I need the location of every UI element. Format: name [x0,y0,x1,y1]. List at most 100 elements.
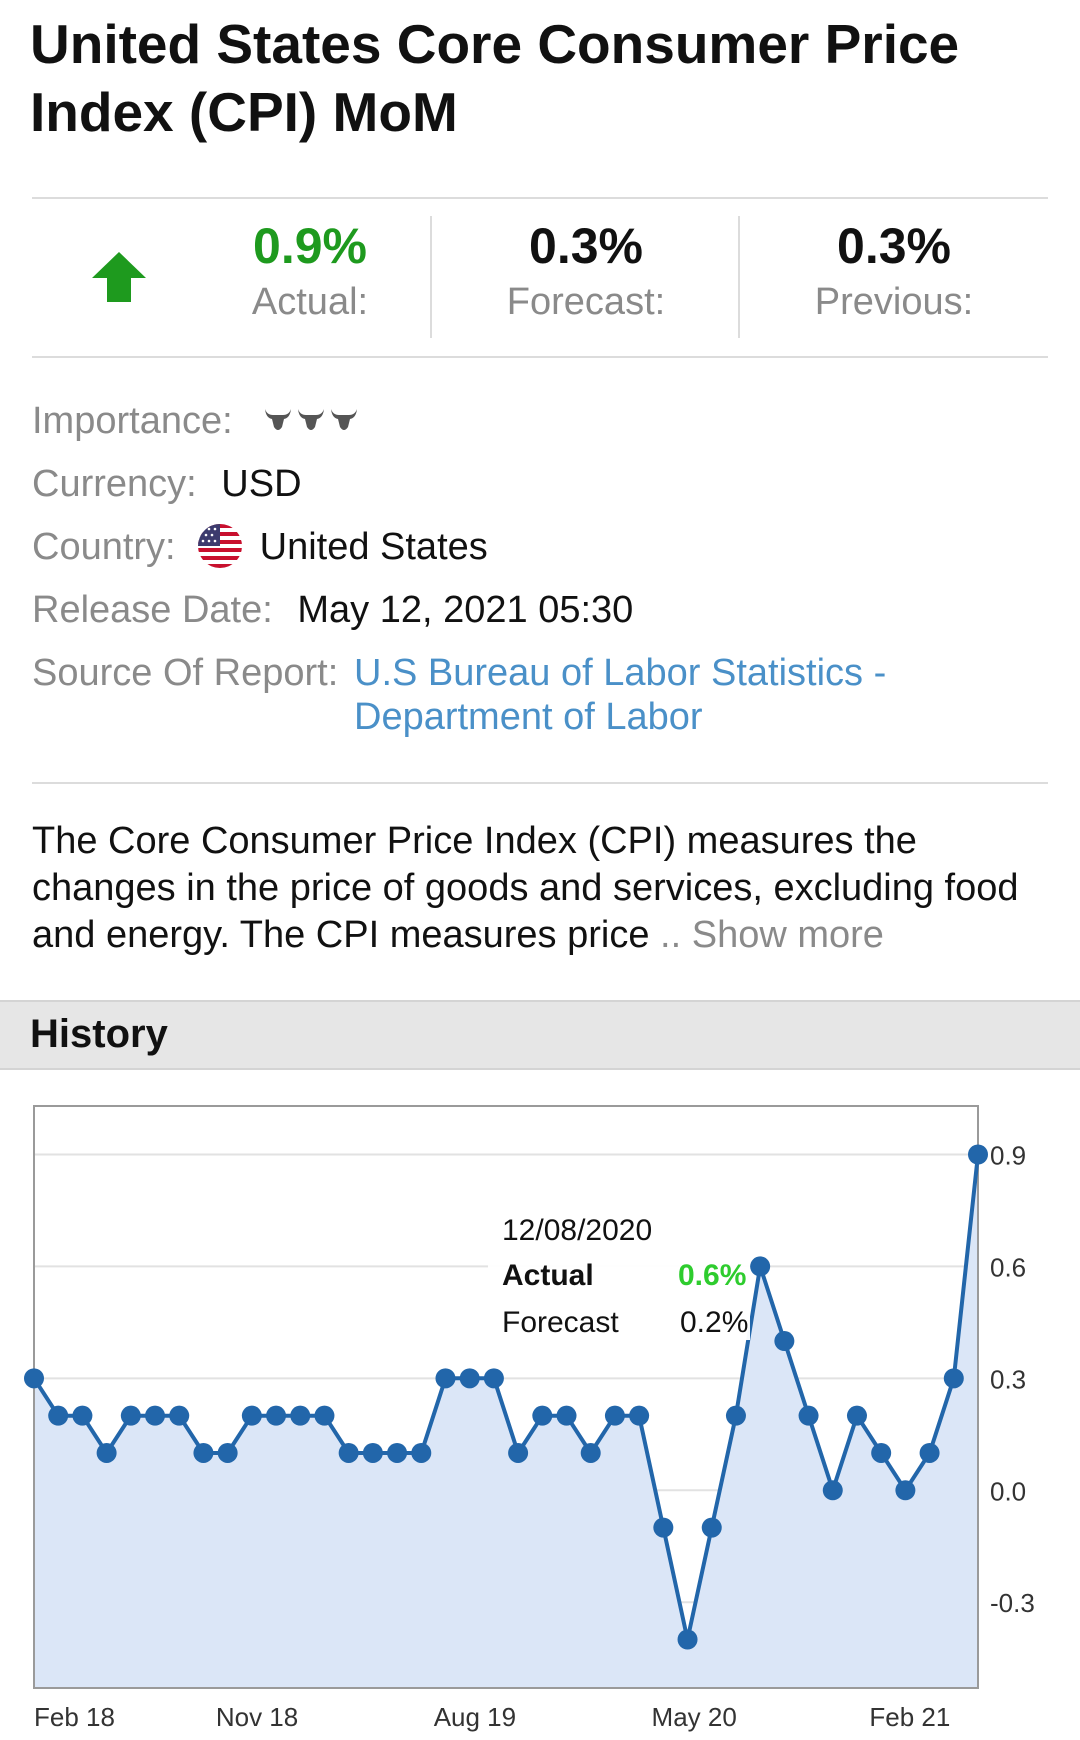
data-point [145,1405,166,1426]
x-tick-label: Feb 21 [869,1702,950,1732]
data-point [604,1405,625,1426]
data-point [968,1144,988,1165]
data-point [822,1480,843,1501]
y-tick-label: 0.3 [990,1364,1026,1394]
data-point [217,1442,238,1463]
source-link[interactable]: U.S Bureau of Labor Statistics - Departm… [354,650,886,740]
data-point [72,1405,93,1426]
chart-tooltip: 12/08/2020 Actual 0.6% Forecast 0.2% [488,1200,750,1340]
up-arrow-icon [92,252,146,302]
data-point [580,1442,601,1463]
source-link-line2[interactable]: Department of Labor [354,696,703,738]
actual-label: Actual: [251,281,369,323]
tooltip-actual-value: 0.6% [678,1259,746,1292]
x-tick-label: May 20 [652,1702,737,1732]
data-point [241,1405,262,1426]
currency-label: Currency: [32,463,197,505]
importance-rating [263,400,359,446]
data-point [314,1405,335,1426]
history-title: History [30,1012,168,1056]
data-point [338,1442,359,1463]
country-value: United States [259,526,488,568]
y-tick-label: 0.9 [990,1141,1026,1171]
data-point [677,1629,698,1650]
data-point [701,1517,722,1538]
us-flag-icon [197,523,242,568]
currency-value: USD [221,463,302,505]
data-point [290,1405,311,1426]
x-tick-label: Nov 18 [216,1702,298,1732]
tooltip-actual-label: Actual [502,1259,594,1292]
data-point [459,1368,480,1389]
actual-stat: 0.9% Actual: [172,216,448,328]
divider [430,216,432,338]
data-point [919,1442,940,1463]
data-point [532,1405,553,1426]
importance-label: Importance: [32,400,233,442]
divider [32,197,1048,199]
previous-label: Previous: [814,281,974,323]
data-point [266,1405,287,1426]
country-label: Country: [32,526,176,568]
previous-value: 0.3% [837,218,951,274]
data-point [871,1442,892,1463]
x-tick-label: Feb 18 [34,1702,115,1732]
data-point [774,1331,795,1352]
history-chart[interactable]: 0.9 0.6 0.3 0.0 -0.3 Feb 18 Nov 18 Aug 19 May 2… [0,1090,1080,1740]
data-point [169,1405,190,1426]
release-date-label: Release Date: [32,589,273,631]
source-label: Source Of Report: [32,652,339,694]
data-point [846,1405,867,1426]
data-point [24,1368,44,1389]
data-point [411,1442,432,1463]
forecast-label: Forecast: [506,281,666,323]
x-axis: Feb 18 Nov 18 Aug 19 May 20 Feb 21 [34,1702,950,1732]
data-point [387,1442,408,1463]
data-point [483,1368,504,1389]
description-text: The Core Consumer Price Index (CPI) meas… [32,820,1019,956]
tooltip-forecast-value: 0.2% [680,1306,748,1339]
data-point [508,1442,529,1463]
plot-frame [33,1105,979,1689]
tooltip-box [488,1200,750,1340]
y-tick-label: 0.6 [990,1252,1026,1282]
bull-icon [265,408,358,430]
data-point [629,1405,650,1426]
release-date-row: Release Date: May 12, 2021 05:30 [32,587,633,633]
data-point [193,1442,214,1463]
data-point [725,1405,746,1426]
forecast-stat: 0.3% Forecast: [432,216,740,328]
y-tick-label: 0.0 [990,1476,1026,1506]
series-line [32,1154,980,1642]
country-row: Country: United States [32,523,488,571]
y-axis: 0.9 0.6 0.3 0.0 -0.3 [990,1141,1035,1619]
stats-panel: 0.9% Actual: 0.3% Forecast: 0.3% Previou… [32,200,1048,356]
forecast-value: 0.3% [529,218,643,274]
source-row: Source Of Report: [32,650,338,696]
tooltip-date: 12/08/2020 [502,1214,652,1247]
series-points [24,1144,988,1650]
tooltip-forecast-label: Forecast [502,1306,619,1339]
currency-row: Currency: USD [32,461,302,507]
data-point [96,1442,117,1463]
divider [32,356,1048,358]
data-point [798,1405,819,1426]
data-point [895,1480,916,1501]
show-more-link[interactable]: Show more [691,914,884,956]
data-point [943,1368,964,1389]
importance-row: Importance: [32,398,359,446]
data-point [48,1405,69,1426]
release-date-value: May 12, 2021 05:30 [297,589,634,631]
x-tick-label: Aug 19 [434,1702,516,1732]
data-point [556,1405,577,1426]
divider [738,216,740,338]
data-point [435,1368,456,1389]
source-link-line1[interactable]: U.S Bureau of Labor Statistics - [354,652,887,694]
previous-stat: 0.3% Previous: [740,216,1048,328]
history-header: History [0,1000,1080,1070]
page-title: United States Core Consumer Price Index … [30,13,960,143]
actual-value: 0.9% [253,218,367,274]
data-point [653,1517,674,1538]
data-point [362,1442,383,1463]
description-ellipsis: .. [660,914,682,956]
